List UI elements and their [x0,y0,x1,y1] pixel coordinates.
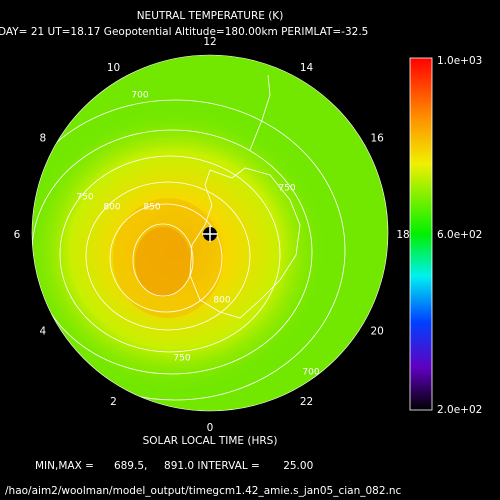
local-time-label: 8 [40,133,47,145]
contour-label: 700 [131,91,148,101]
contour-label: 700 [302,368,319,378]
local-time-label: 4 [40,326,47,338]
colorbar-label: 1.0e+03 [437,55,482,67]
local-time-label: 18 [396,229,409,241]
temperature-field [32,55,388,411]
contour-label: 800 [103,203,120,213]
footer: /hao/aim2/woolman/model_output/timegcm1.… [5,485,402,497]
stats: MIN,MAX = 689.5, 891.0 INTERVAL = 25.00 [35,460,313,472]
local-time-label: 10 [107,62,120,74]
contour-label: 750 [278,184,295,194]
title: NEUTRAL TEMPERATURE (K) [137,10,284,22]
local-time-label: 14 [300,62,314,74]
local-time-label: 22 [300,396,313,408]
local-time-label: 0 [207,422,214,434]
local-time-label: 12 [203,36,216,48]
local-time-label: 6 [14,229,21,241]
colorbar-label: 2.0e+02 [437,404,482,416]
colorbar [409,57,433,411]
contour-label: 850 [143,203,160,213]
subtitle: DAY= 21 UT=18.17 Geopotential Altitude=1… [0,26,368,38]
colorbar-label: 6.0e+02 [437,229,482,241]
contour-label: 800 [213,296,230,306]
local-time-label: 2 [110,396,117,408]
axis-label: SOLAR LOCAL TIME (HRS) [143,435,278,447]
contour-label: 750 [173,354,190,364]
local-time-label: 20 [370,326,383,338]
contour-label: 750 [76,193,93,203]
local-time-label: 16 [370,133,384,145]
